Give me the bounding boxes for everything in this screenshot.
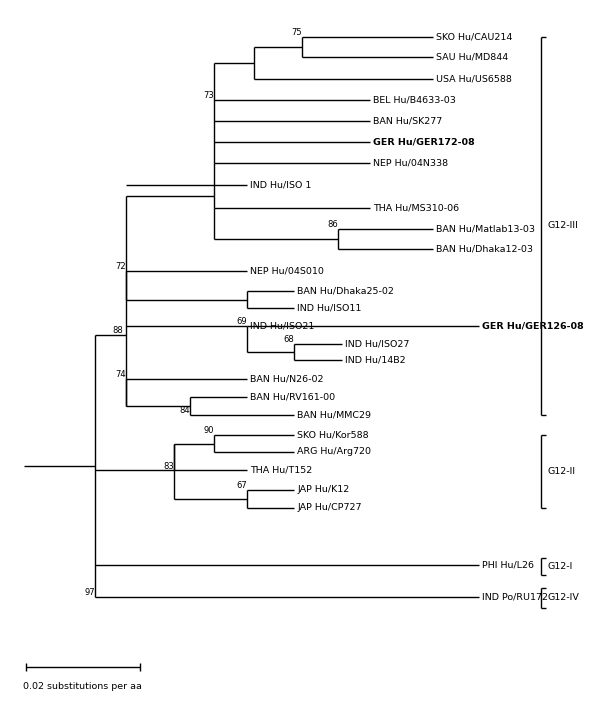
Text: 67: 67	[236, 481, 247, 490]
Text: NEP Hu/04N338: NEP Hu/04N338	[373, 159, 448, 168]
Text: 0.02 substitutions per aa: 0.02 substitutions per aa	[23, 682, 142, 691]
Text: 69: 69	[236, 317, 247, 326]
Text: 74: 74	[116, 370, 126, 379]
Text: BAN Hu/Matlab13-03: BAN Hu/Matlab13-03	[436, 225, 535, 233]
Text: 83: 83	[163, 462, 174, 471]
Text: IND Po/RU172: IND Po/RU172	[482, 592, 548, 602]
Text: SAU Hu/MD844: SAU Hu/MD844	[436, 53, 508, 61]
Text: GER Hu/GER126-08: GER Hu/GER126-08	[482, 321, 584, 331]
Text: 73: 73	[203, 91, 214, 100]
Text: 97: 97	[84, 588, 95, 597]
Text: SKO Hu/CAU214: SKO Hu/CAU214	[436, 33, 512, 41]
Text: JAP Hu/K12: JAP Hu/K12	[297, 486, 349, 494]
Text: 90: 90	[203, 426, 214, 435]
Text: BAN Hu/Dhaka25-02: BAN Hu/Dhaka25-02	[297, 287, 394, 296]
Text: BAN Hu/MMC29: BAN Hu/MMC29	[297, 410, 371, 419]
Text: BAN Hu/SK277: BAN Hu/SK277	[373, 117, 442, 126]
Text: GER Hu/GER172-08: GER Hu/GER172-08	[373, 137, 475, 146]
Text: ARG Hu/Arg720: ARG Hu/Arg720	[297, 447, 371, 456]
Text: 68: 68	[284, 335, 294, 344]
Text: IND Hu/ISO27: IND Hu/ISO27	[344, 339, 409, 348]
Text: BAN Hu/N26-02: BAN Hu/N26-02	[250, 375, 323, 383]
Text: BAN Hu/Dhaka12-03: BAN Hu/Dhaka12-03	[436, 245, 533, 254]
Text: SKO Hu/Kor588: SKO Hu/Kor588	[297, 430, 369, 439]
Text: BEL Hu/B4633-03: BEL Hu/B4633-03	[373, 95, 456, 105]
Text: 84: 84	[179, 406, 190, 415]
Text: THA Hu/T152: THA Hu/T152	[250, 466, 312, 474]
Text: THA Hu/MS310-06: THA Hu/MS310-06	[373, 203, 459, 213]
Text: IND Hu/14B2: IND Hu/14B2	[344, 356, 405, 365]
Text: 86: 86	[327, 220, 338, 229]
Text: IND Hu/ISO21: IND Hu/ISO21	[250, 321, 314, 331]
Text: BAN Hu/RV161-00: BAN Hu/RV161-00	[250, 392, 335, 402]
Text: G12-III: G12-III	[548, 222, 578, 230]
Text: 72: 72	[116, 262, 126, 271]
Text: 75: 75	[291, 28, 302, 37]
Text: G12-I: G12-I	[548, 562, 573, 571]
Text: IND Hu/ISO11: IND Hu/ISO11	[297, 304, 361, 313]
Text: JAP Hu/CP727: JAP Hu/CP727	[297, 503, 362, 513]
Text: 88: 88	[113, 326, 124, 335]
Text: IND Hu/ISO 1: IND Hu/ISO 1	[250, 181, 311, 190]
Text: PHI Hu/L26: PHI Hu/L26	[482, 560, 534, 570]
Text: USA Hu/US6588: USA Hu/US6588	[436, 75, 512, 83]
Text: G12-II: G12-II	[548, 467, 576, 476]
Text: NEP Hu/04S010: NEP Hu/04S010	[250, 267, 323, 275]
Text: G12-IV: G12-IV	[548, 594, 580, 602]
